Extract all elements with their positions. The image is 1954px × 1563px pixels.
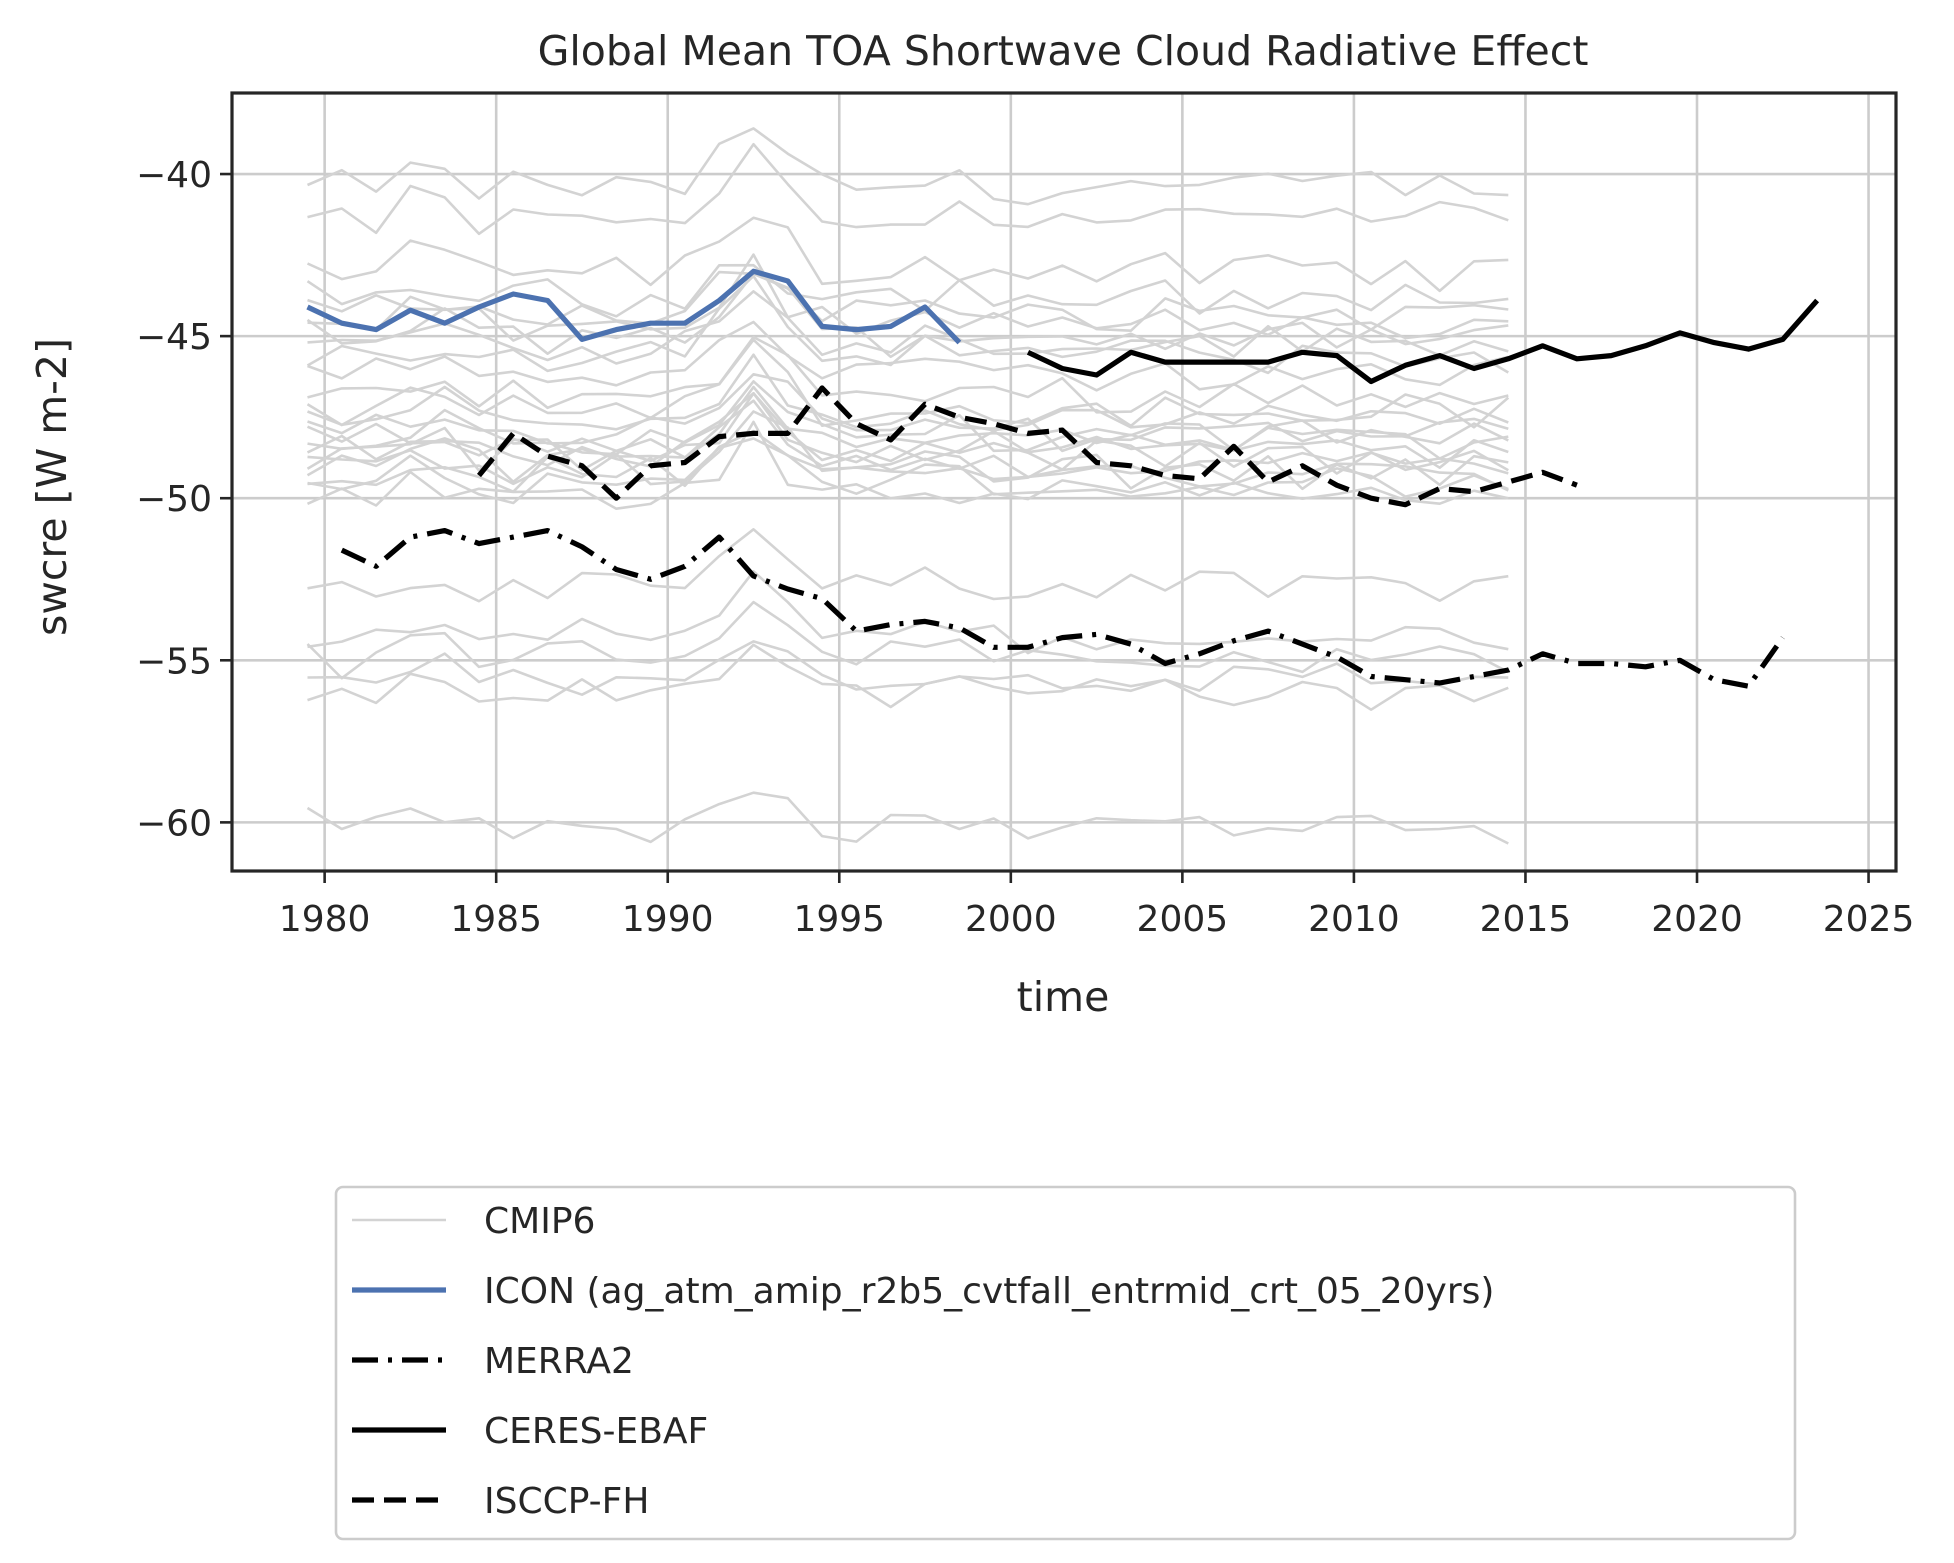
legend-label: CERES-EBAF — [484, 1411, 708, 1452]
series-lines — [306, 268, 1820, 689]
legend-box — [334, 1185, 1797, 1541]
x-tick-label: 1985 — [450, 899, 542, 940]
cmip6-model-line — [307, 527, 1509, 603]
legend-label: CMIP6 — [484, 1201, 595, 1242]
cmip6-model-line — [307, 142, 1509, 236]
x-tick-label: 2020 — [1651, 899, 1743, 940]
cmip6-model-line — [306, 399, 1509, 484]
cmip6-model-line — [307, 335, 1509, 414]
legend: CMIP6 ICON (ag_atm_amip_r2b5_cvtfall_entr… — [334, 1185, 1797, 1541]
legend-label: ICON (ag_atm_amip_r2b5_cvtfall_entrmid_c… — [484, 1271, 1494, 1312]
y-tick-label: −60 — [136, 803, 212, 844]
x-tick-label: 1980 — [279, 899, 371, 940]
cmip6-model-line — [307, 320, 1509, 392]
series-line — [340, 527, 1785, 689]
cmip6-lines — [306, 127, 1510, 845]
y-tick-label: −40 — [136, 155, 212, 196]
cmip6-model-line — [307, 353, 1509, 432]
cmip6-model-line — [306, 274, 1509, 375]
cmip6-model-line — [306, 600, 1509, 680]
x-tick-label: 2015 — [1480, 899, 1572, 940]
cmip6-model-line — [306, 392, 1509, 475]
x-tick-label: 2005 — [1137, 899, 1229, 940]
x-axis-label: time — [1017, 973, 1110, 1021]
cmip6-model-line — [307, 570, 1509, 655]
cmip6-model-line — [306, 791, 1509, 845]
cmip6-model-line — [307, 270, 1509, 333]
cmip6-model-line — [307, 410, 1509, 491]
cmip6-model-line — [307, 643, 1509, 712]
y-tick-label: −55 — [136, 641, 212, 682]
cmip6-model-line — [306, 263, 1509, 318]
cmip6-model-line — [306, 272, 1509, 359]
x-tick-label: 1990 — [622, 899, 714, 940]
cmip6-model-line — [306, 420, 1509, 511]
series-line — [476, 385, 1578, 508]
x-tick-label: 2025 — [1823, 899, 1915, 940]
plot-frame — [230, 91, 1898, 873]
x-tick-label: 1995 — [793, 899, 885, 940]
cmip6-model-line — [307, 437, 1509, 505]
series-line — [306, 268, 962, 345]
chart-title: Global Mean TOA Shortwave Cloud Radiativ… — [538, 27, 1589, 75]
series-line — [1026, 298, 1820, 385]
cmip6-model-line — [307, 640, 1509, 697]
cmip6-model-line — [307, 372, 1509, 453]
x-tick-label: 2010 — [1308, 899, 1400, 940]
cmip6-model-line — [306, 127, 1509, 206]
y-tick-label: −50 — [136, 479, 212, 520]
y-axis-label: swcre [W m-2] — [28, 338, 76, 636]
legend-label: MERRA2 — [484, 1341, 634, 1382]
x-tick-label: 2000 — [965, 899, 1057, 940]
legend-label: ISCCP-FH — [484, 1481, 649, 1522]
cmip6-model-line — [306, 216, 1509, 293]
y-tick-label: −45 — [136, 317, 212, 358]
cmip6-model-line — [306, 338, 1510, 429]
axis-ticks: 1980 1985 1990 1995 2000 2005 2010 2015 2020 2025… — [136, 155, 1914, 940]
